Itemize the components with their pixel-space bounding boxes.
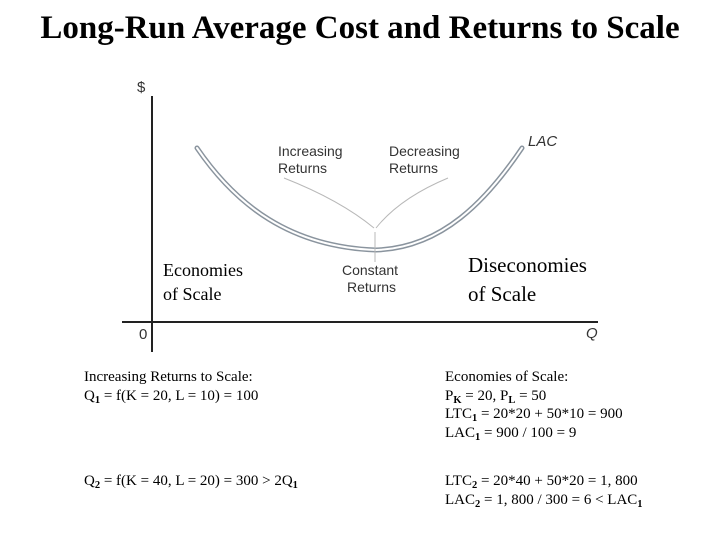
constant-returns-line1: Constant xyxy=(342,262,398,278)
origin-label: 0 xyxy=(139,326,147,343)
prices-line: PK = 20, PL = 50 xyxy=(445,387,547,406)
lac1-line: LAC1 = 900 / 100 = 9 xyxy=(445,424,577,443)
long-run-2-note: LTC2 = 20*40 + 50*20 = 1, 800 LAC2 = 1, … xyxy=(445,472,643,509)
lac-curve xyxy=(196,147,523,252)
x-axis-label: Q xyxy=(586,325,598,342)
constant-returns-line2: Returns xyxy=(347,279,396,295)
economies-heading: Economies of Scale: xyxy=(445,369,569,385)
decreasing-pointer xyxy=(375,177,449,229)
increasing-returns-heading: Increasing Returns to Scale: xyxy=(84,369,253,385)
y-axis-label: $ xyxy=(137,79,146,96)
lac-label: LAC xyxy=(528,133,557,150)
diseconomies-of-scale-label: Diseconomies of Scale xyxy=(468,253,587,306)
economies-of-scale-label: Economies of Scale xyxy=(163,258,243,306)
increasing-returns-note: Increasing Returns to Scale: Q1 = f(K = … xyxy=(84,368,258,405)
slide-title: Long-Run Average Cost and Returns to Sca… xyxy=(40,10,680,46)
ltc2-line: LTC2 = 20*40 + 50*20 = 1, 800 xyxy=(445,473,638,492)
q1-equation: Q1 = f(K = 20, L = 10) = 100 xyxy=(84,387,259,406)
q2-equation: Q2 = f(K = 40, L = 20) = 300 > 2Q1 xyxy=(84,473,298,492)
decreasing-returns-line2: Returns xyxy=(389,160,438,176)
ltc1-line: LTC1 = 20*20 + 50*10 = 900 xyxy=(445,406,623,425)
lac2-line: LAC2 = 1, 800 / 300 = 6 < LAC1 xyxy=(445,491,643,510)
increasing-pointer xyxy=(283,177,375,229)
lac-curve-outline xyxy=(194,145,525,253)
economies-of-scale-note: Economies of Scale: PK = 20, PL = 50 LTC… xyxy=(445,368,623,442)
increasing-returns-line2: Returns xyxy=(278,160,327,176)
decreasing-returns-line1: Decreasing xyxy=(389,143,460,159)
q2-note: Q2 = f(K = 40, L = 20) = 300 > 2Q1 xyxy=(84,472,298,491)
increasing-returns-line1: Increasing xyxy=(278,143,343,159)
